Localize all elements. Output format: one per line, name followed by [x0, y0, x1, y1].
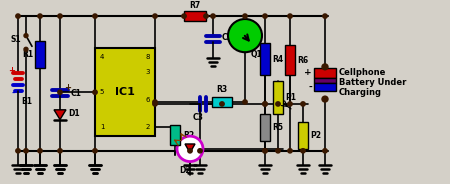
- Circle shape: [220, 102, 224, 106]
- Text: -: -: [11, 89, 15, 98]
- Text: 8: 8: [146, 54, 150, 60]
- Circle shape: [24, 47, 28, 51]
- Bar: [285, 45, 295, 75]
- Text: IC1: IC1: [115, 87, 135, 97]
- Bar: [298, 121, 308, 149]
- Text: P1: P1: [285, 93, 296, 102]
- Text: R3: R3: [216, 85, 228, 94]
- Circle shape: [16, 149, 20, 153]
- Circle shape: [177, 136, 203, 162]
- Circle shape: [323, 149, 327, 153]
- Bar: [260, 43, 270, 75]
- Text: Q1: Q1: [251, 50, 263, 59]
- Circle shape: [153, 14, 157, 18]
- Circle shape: [276, 149, 280, 153]
- Circle shape: [93, 90, 97, 94]
- Circle shape: [288, 149, 292, 153]
- Circle shape: [38, 149, 42, 153]
- Text: 3: 3: [146, 69, 150, 75]
- Circle shape: [93, 14, 97, 18]
- Circle shape: [228, 19, 262, 52]
- Bar: [170, 125, 180, 145]
- Circle shape: [243, 14, 247, 18]
- Text: 6: 6: [146, 97, 150, 103]
- Text: 1: 1: [100, 124, 104, 130]
- Bar: [273, 81, 283, 114]
- Circle shape: [243, 100, 247, 104]
- Circle shape: [16, 14, 20, 18]
- Circle shape: [153, 102, 157, 106]
- Text: Charging: Charging: [339, 88, 382, 97]
- Text: C1: C1: [71, 89, 82, 98]
- Text: +: +: [304, 68, 312, 77]
- Text: S1: S1: [10, 35, 21, 44]
- Circle shape: [263, 102, 267, 106]
- Polygon shape: [185, 144, 195, 153]
- Bar: [314, 68, 336, 78]
- Circle shape: [288, 102, 292, 106]
- Circle shape: [323, 14, 327, 18]
- Circle shape: [188, 149, 192, 153]
- Bar: [314, 84, 336, 91]
- Text: B1: B1: [21, 98, 32, 107]
- Circle shape: [24, 149, 28, 153]
- Bar: [260, 114, 270, 141]
- Bar: [35, 41, 45, 68]
- Text: 5: 5: [100, 89, 104, 95]
- Circle shape: [153, 100, 157, 104]
- Circle shape: [182, 14, 186, 18]
- Text: R5: R5: [272, 123, 283, 132]
- Bar: [95, 48, 155, 136]
- Circle shape: [288, 14, 292, 18]
- Bar: [314, 78, 336, 84]
- Circle shape: [263, 102, 267, 106]
- Text: -: -: [308, 83, 312, 92]
- Text: R7: R7: [189, 1, 201, 10]
- Text: 4: 4: [100, 54, 104, 60]
- Text: R4: R4: [272, 54, 283, 63]
- Circle shape: [263, 149, 267, 153]
- Circle shape: [263, 149, 267, 153]
- Text: 2: 2: [146, 124, 150, 130]
- Text: P2: P2: [310, 131, 321, 140]
- Circle shape: [263, 14, 267, 18]
- Circle shape: [322, 96, 328, 102]
- Circle shape: [58, 14, 62, 18]
- Circle shape: [301, 149, 305, 153]
- Text: D2: D2: [179, 167, 191, 175]
- Text: C2: C2: [222, 33, 233, 42]
- Text: +: +: [8, 66, 15, 75]
- Circle shape: [301, 102, 305, 106]
- Circle shape: [276, 102, 280, 106]
- Circle shape: [204, 14, 208, 18]
- Text: »: »: [175, 146, 179, 152]
- Circle shape: [24, 34, 28, 38]
- Bar: [184, 11, 206, 21]
- Circle shape: [198, 149, 202, 153]
- Text: »: »: [178, 146, 182, 152]
- Text: Battery Under: Battery Under: [339, 78, 406, 87]
- Circle shape: [322, 64, 328, 70]
- Text: +: +: [64, 83, 71, 92]
- Text: D1: D1: [68, 109, 80, 118]
- Text: R6: R6: [297, 56, 308, 65]
- Circle shape: [93, 149, 97, 153]
- Circle shape: [58, 90, 62, 94]
- Text: R1: R1: [22, 50, 33, 59]
- Circle shape: [38, 14, 42, 18]
- Text: C3: C3: [193, 113, 203, 122]
- Text: R2: R2: [183, 131, 194, 140]
- Bar: [212, 97, 232, 107]
- Polygon shape: [54, 110, 66, 120]
- Circle shape: [58, 149, 62, 153]
- Text: Cellphone: Cellphone: [339, 68, 387, 77]
- Circle shape: [211, 14, 215, 18]
